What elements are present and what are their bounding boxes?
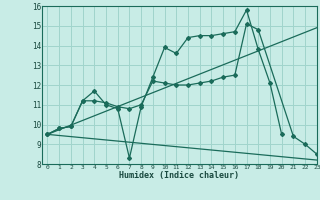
- X-axis label: Humidex (Indice chaleur): Humidex (Indice chaleur): [119, 171, 239, 180]
